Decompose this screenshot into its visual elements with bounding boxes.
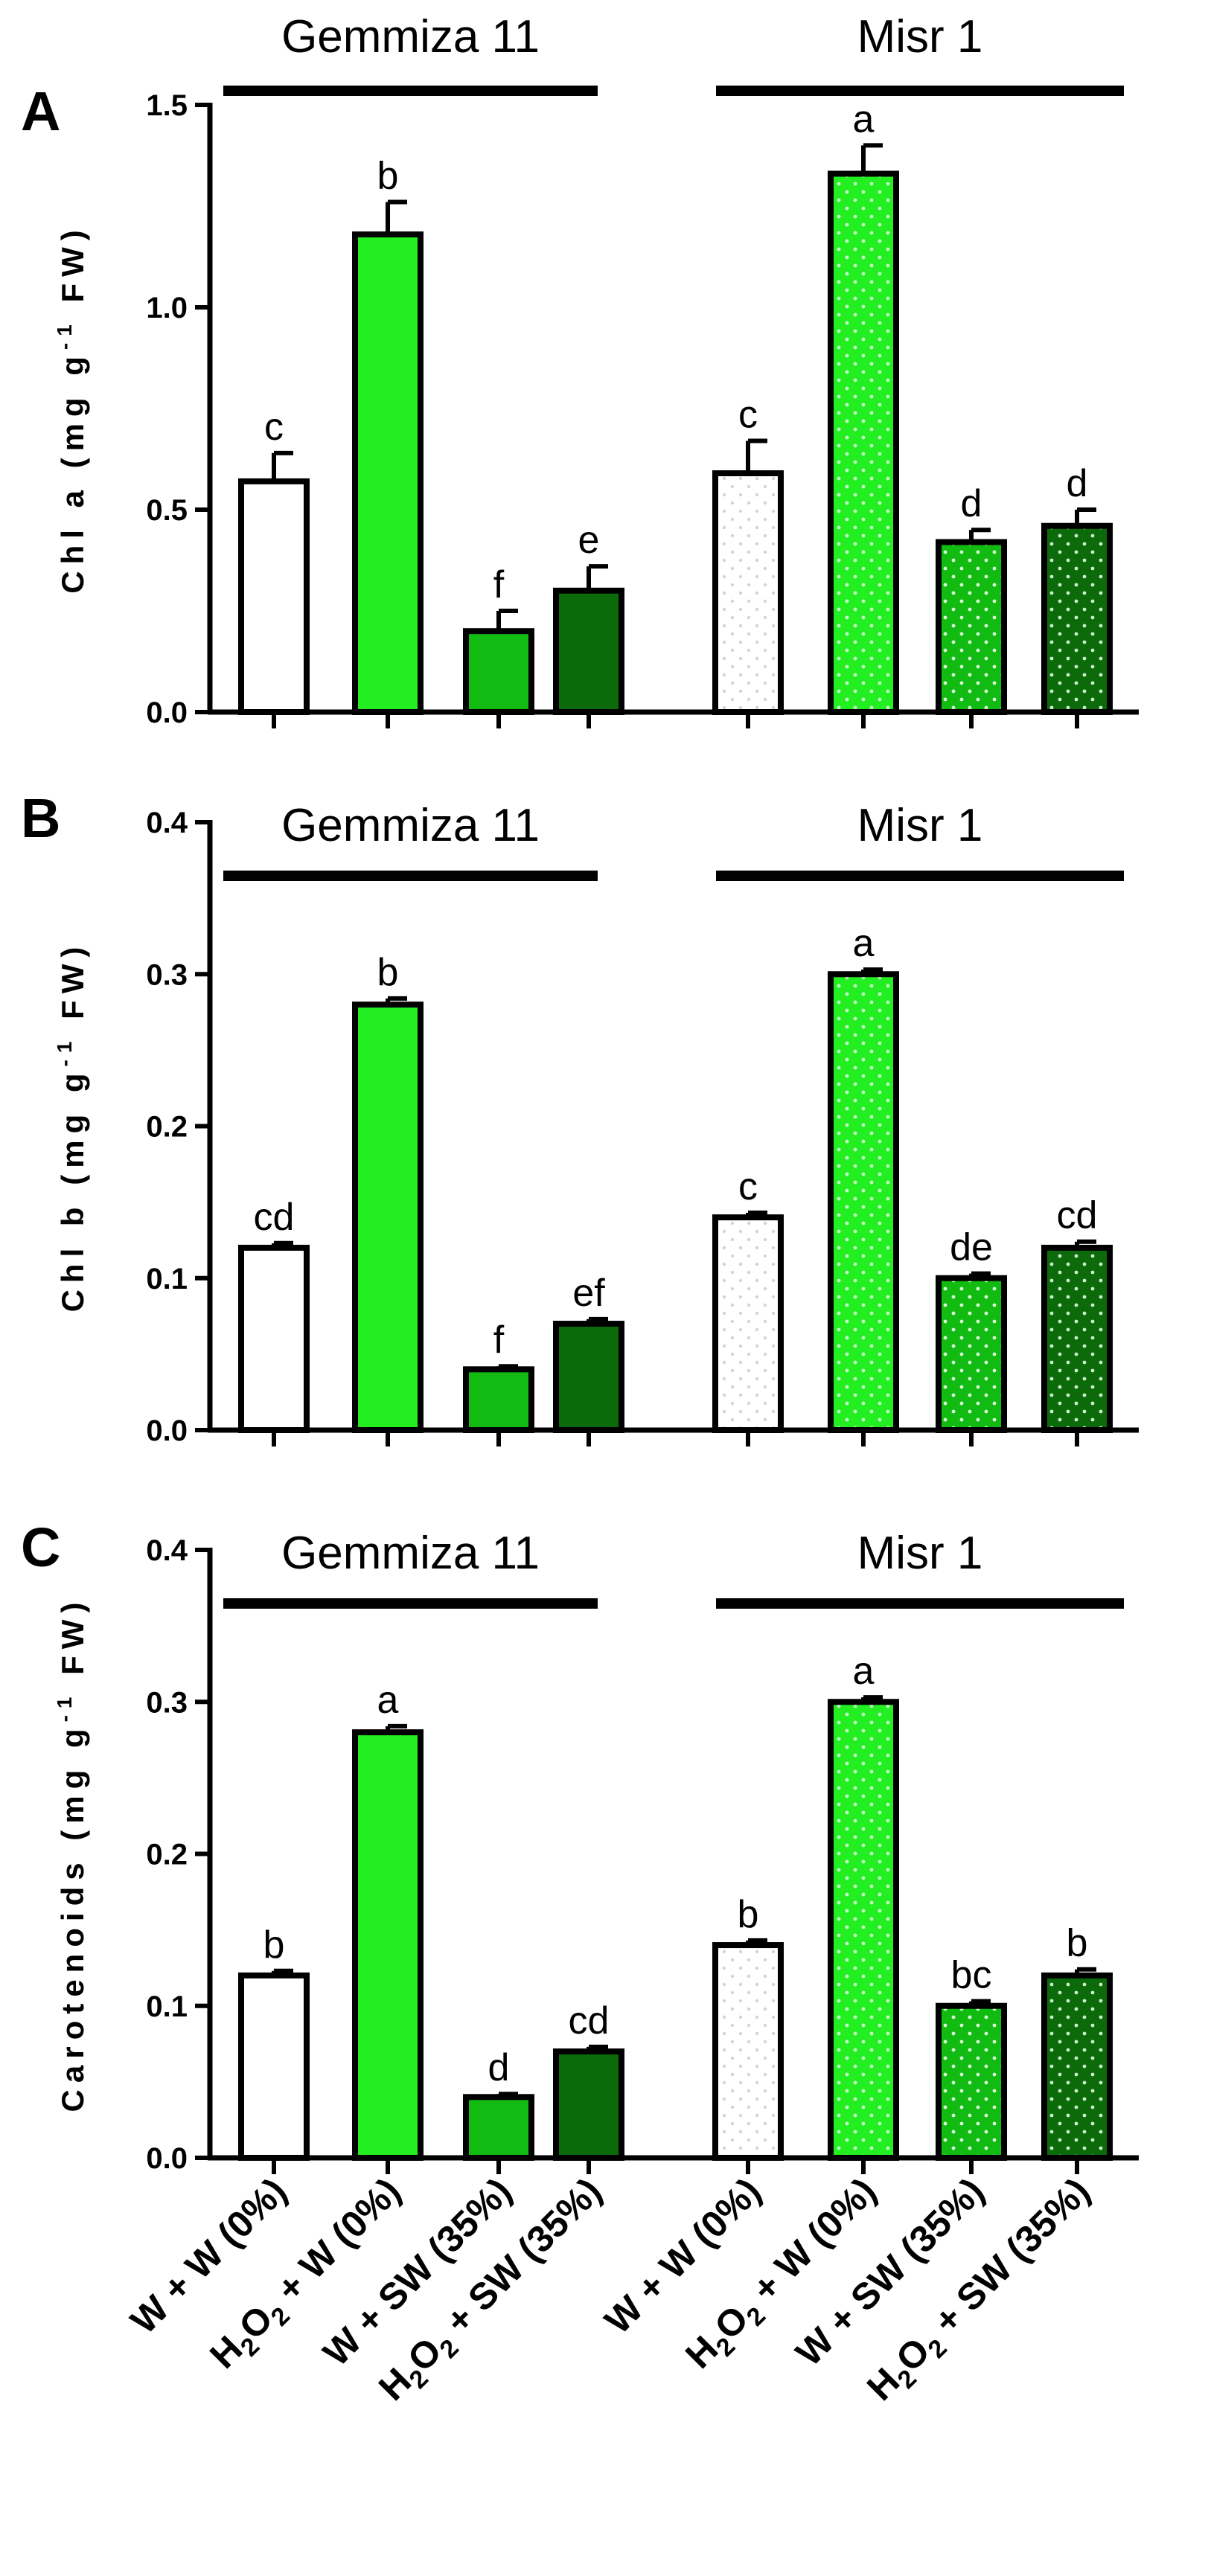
- significance-letter: e: [578, 519, 600, 562]
- bar-gemmiza-11-1: [352, 1729, 424, 2162]
- bar-misr-1-2: [936, 2002, 1007, 2161]
- chart-panel-B: B 0.0 0.1 0.2 0.3 0.4 Chl b (mg g-1 FW) Gemmiza…: [21, 787, 1139, 1447]
- significance-letter: b: [263, 1923, 285, 1967]
- group-label: Gemmiza 11: [281, 1528, 540, 1579]
- group-label: Gemmiza 11: [281, 800, 540, 851]
- group-label: Misr 1: [857, 800, 983, 851]
- significance-letter: c: [738, 394, 758, 437]
- bar-gemmiza-11-2: [463, 628, 534, 716]
- y-tick-label: 0.5: [146, 494, 188, 527]
- significance-letter: d: [488, 2046, 510, 2089]
- significance-letter: cd: [569, 1999, 610, 2042]
- x-category-label: W + SW (35%): [787, 2170, 991, 2374]
- y-axis-label: Chl a (mg g-1 FW): [53, 223, 90, 594]
- significance-letter: d: [961, 482, 982, 525]
- bar-misr-1-2: [936, 539, 1007, 716]
- y-tick-label: 0.1: [146, 1263, 188, 1295]
- bar-gemmiza-11-1: [352, 1002, 424, 1433]
- significance-letter: a: [853, 1650, 875, 1693]
- y-axis-label: Chl b (mg g-1 FW): [53, 941, 90, 1313]
- bar-gemmiza-11-2: [463, 1366, 534, 1434]
- bar-misr-1-2: [936, 1275, 1007, 1433]
- significance-letter: b: [377, 951, 399, 994]
- bar-gemmiza-11-1: [352, 231, 424, 715]
- y-tick-label: 0.4: [146, 1534, 188, 1567]
- bar-gemmiza-11-0: [238, 1244, 310, 1434]
- chart-panel-A: A 0.0 0.5 1.0 1.5 Chl a (mg g-1 FW) Gemmiza 11…: [21, 11, 1139, 729]
- significance-letter: f: [493, 563, 505, 606]
- bar-gemmiza-11-3: [553, 587, 624, 715]
- bar-misr-1-0: [712, 1214, 784, 1434]
- y-tick-label: 0.1: [146, 1990, 188, 2023]
- y-tick-label: 0.2: [146, 1839, 188, 1871]
- bar-misr-1-3: [1041, 1244, 1113, 1434]
- y-tick-label: 1.0: [146, 292, 188, 324]
- bar-misr-1-3: [1041, 522, 1113, 716]
- bar-misr-1-1: [828, 170, 899, 716]
- bar-misr-1-0: [712, 1942, 784, 2162]
- y-tick-label: 0.2: [146, 1111, 188, 1144]
- y-tick-label: 0.0: [146, 1414, 188, 1447]
- y-tick-label: 1.5: [146, 89, 188, 122]
- panel-label: B: [21, 787, 60, 849]
- group-label: Gemmiza 11: [281, 11, 540, 63]
- bar-gemmiza-11-2: [463, 2094, 534, 2162]
- bar-misr-1-3: [1041, 1972, 1113, 2161]
- significance-letter: a: [377, 1679, 399, 1722]
- significance-letter: f: [493, 1319, 505, 1362]
- y-tick-label: 0.3: [146, 958, 188, 991]
- significance-letter: c: [738, 1165, 758, 1208]
- y-tick-label: 0.3: [146, 1686, 188, 1719]
- significance-letter: d: [1067, 462, 1088, 505]
- bar-gemmiza-11-0: [238, 478, 310, 715]
- bar-gemmiza-11-0: [238, 1972, 310, 2161]
- significance-letter: ef: [572, 1272, 605, 1315]
- significance-letter: bc: [951, 1954, 992, 1997]
- significance-letter: cd: [1057, 1194, 1098, 1237]
- significance-letter: a: [853, 97, 875, 141]
- panel-label: C: [21, 1516, 60, 1578]
- bar-misr-1-1: [828, 1699, 899, 2161]
- significance-letter: cd: [254, 1196, 295, 1239]
- y-tick-label: 0.4: [146, 807, 188, 839]
- significance-letter: b: [377, 155, 399, 198]
- panel-label: A: [21, 80, 60, 142]
- bar-misr-1-0: [712, 470, 784, 715]
- bar-gemmiza-11-3: [553, 2048, 624, 2161]
- y-tick-label: 0.0: [146, 2142, 188, 2175]
- y-tick-label: 0.0: [146, 696, 188, 729]
- group-label: Misr 1: [857, 11, 983, 63]
- bar-misr-1-1: [828, 971, 899, 1433]
- y-axis-label: Carotenoids (mg g-1 FW): [53, 1596, 90, 2112]
- group-label: Misr 1: [857, 1528, 983, 1579]
- significance-letter: a: [853, 922, 875, 965]
- chart-panel-C: C 0.0 0.1 0.2 0.3 0.4 Carotenoids (mg g-1 FW) G…: [21, 1516, 1139, 2175]
- significance-letter: de: [950, 1226, 993, 1269]
- significance-letter: b: [1067, 1922, 1088, 1965]
- significance-letter: b: [738, 1893, 759, 1936]
- significance-letter: c: [264, 406, 284, 449]
- bar-gemmiza-11-3: [553, 1321, 624, 1434]
